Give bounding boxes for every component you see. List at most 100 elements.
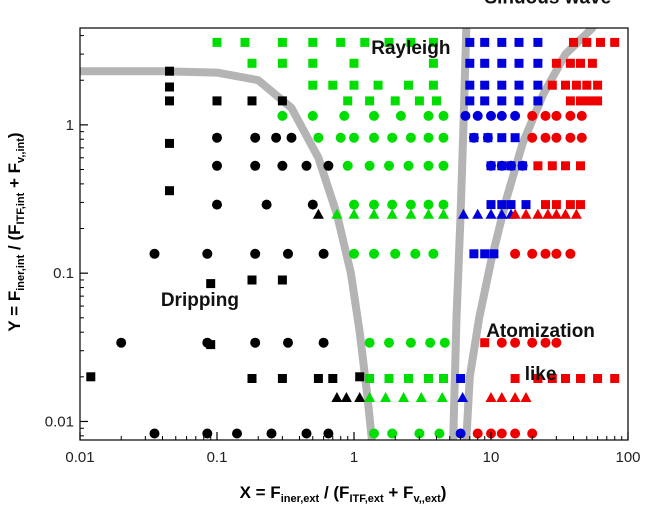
sinuous-circle-point: [468, 132, 479, 143]
atomization-triangle-point: [532, 208, 544, 219]
rayleigh-square-point: [414, 96, 424, 106]
atomization-triangle-point: [485, 392, 497, 402]
sinuous-square-point: [480, 58, 490, 68]
sinuous-square-point: [465, 58, 475, 68]
sinuous-square-point: [465, 80, 475, 90]
atomization-square-point: [565, 58, 575, 68]
rayleigh-square-point: [212, 37, 222, 47]
sinuous-square-point: [497, 133, 507, 143]
atomization-square-point: [576, 200, 585, 210]
atomization-square-point: [561, 80, 570, 90]
rayleigh-square-point: [404, 374, 413, 383]
rayleigh-square-point: [404, 80, 413, 90]
atomization-square-point: [596, 37, 605, 47]
rayleigh-circle-point: [384, 337, 394, 348]
atomization-square-point: [533, 374, 543, 383]
rayleigh-triangle-point: [348, 208, 360, 219]
rayleigh-circle-point: [438, 110, 449, 121]
rayleigh-square-point: [428, 37, 438, 47]
y-axis-ticks: 0.01 0.1 1: [45, 35, 88, 437]
atomization-triangle-point: [509, 208, 521, 219]
y-tick-label: 0.1: [53, 265, 74, 282]
sinuous-square-point: [465, 37, 475, 47]
rayleigh-square-point: [406, 37, 416, 47]
rayleigh-circle-point: [403, 160, 414, 171]
x-tick-label: 100: [615, 449, 640, 466]
atomization-square-point: [565, 96, 575, 106]
region-label: Rayleigh: [371, 38, 450, 59]
sinuous-square-point: [497, 96, 507, 106]
dripping-triangle-point: [340, 392, 352, 402]
dripping-circle-point: [283, 337, 293, 348]
rayleigh-square-point: [384, 374, 394, 383]
rayleigh-circle-point: [434, 428, 445, 439]
rayleigh-square-point: [424, 374, 433, 383]
rayleigh-square-point: [373, 80, 383, 90]
atomization-circle-point: [527, 428, 538, 439]
dripping-circle-point: [277, 160, 288, 171]
atomization-square-point: [547, 161, 557, 171]
rayleigh-circle-point: [423, 132, 434, 143]
atomization-triangle-point: [560, 208, 571, 219]
atomization-square-point: [541, 200, 550, 210]
dripping-circle-point: [212, 132, 222, 143]
region-labels: Rayleigh Sinuous wave Dripping Atomization l…: [161, 0, 611, 385]
dripping-circle-point: [250, 248, 261, 259]
rayleigh-square-point: [308, 37, 318, 47]
rayleigh-circle-point: [425, 337, 436, 348]
dripping-circle-point: [318, 337, 329, 348]
x-tick-label: 1: [350, 449, 358, 466]
dripping-triangle-point: [354, 392, 366, 402]
sinuous-circle-point: [517, 160, 528, 171]
dripping-square-point: [165, 82, 174, 92]
rayleigh-circle-point: [369, 132, 379, 143]
rayleigh-circle-point: [369, 248, 379, 259]
atomization-triangle-point: [542, 208, 554, 219]
dripping-circle-point: [266, 428, 277, 439]
dripping-circle-point: [283, 248, 293, 259]
rayleigh-square-point: [360, 37, 370, 47]
atomization-square-point: [551, 58, 561, 68]
dripping-square-point: [206, 279, 216, 289]
atomization-square-point: [610, 37, 620, 47]
dripping-triangle-point: [312, 208, 324, 219]
sinuous-circle-point: [496, 110, 507, 121]
rayleigh-square-point: [336, 37, 346, 47]
sinuous-square-point: [480, 37, 490, 47]
rayleigh-triangle-point: [398, 392, 410, 402]
rayleigh-circle-point: [339, 110, 350, 121]
sinuous-circle-point: [496, 160, 507, 171]
rayleigh-circle-point: [364, 337, 375, 348]
rayleigh-circle-point: [405, 199, 416, 210]
dripping-circle-point: [149, 428, 160, 439]
rayleigh-circle-point: [438, 160, 449, 171]
x-axis-title: X = Finer,ext / (FITF,ext + Fv,,ext): [240, 483, 447, 505]
rayleigh-circle-point: [349, 199, 359, 210]
atomization-triangle-point: [509, 392, 521, 402]
x-tick-label: 0.01: [65, 449, 94, 466]
boundary-dripping-rayleigh: [80, 67, 376, 440]
rayleigh-circle-point: [342, 160, 353, 171]
dripping-circle-point: [116, 337, 127, 348]
rayleigh-triangle-point: [364, 392, 376, 402]
region-label: Atomization: [486, 321, 595, 342]
atomization-square-point: [510, 374, 520, 383]
dripping-circle-point: [286, 132, 297, 143]
atomization-square-point: [561, 161, 570, 171]
y-tick-label: 1: [66, 117, 74, 134]
region-label: like: [525, 364, 557, 385]
sinuous-square-point: [533, 37, 543, 47]
rayleigh-square-point: [439, 374, 448, 383]
atomization-circle-point: [576, 110, 587, 121]
sinuous-circle-point: [486, 110, 496, 121]
sinuous-square-point: [486, 200, 496, 210]
sinuous-square-point: [533, 80, 543, 90]
atomization-circle-point: [540, 248, 551, 259]
rayleigh-circle-point: [369, 428, 379, 439]
atomization-circle-point: [527, 132, 538, 143]
dripping-circle-point: [232, 428, 242, 439]
sinuous-circle-point: [510, 110, 521, 121]
dripping-square-point: [212, 96, 222, 106]
rayleigh-triangle-point: [386, 208, 398, 219]
atomization-square-point: [593, 374, 603, 383]
